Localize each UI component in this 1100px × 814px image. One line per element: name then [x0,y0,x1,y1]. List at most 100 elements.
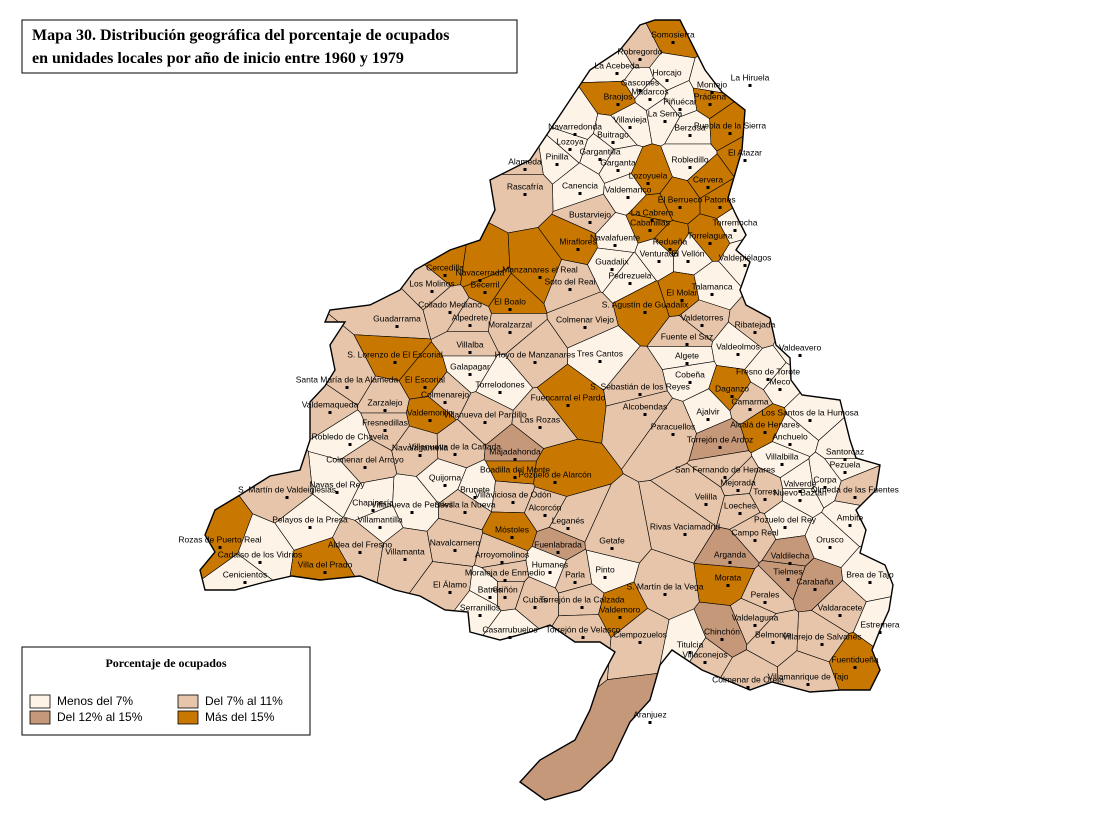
place-label: Daganzo [715,383,749,393]
place-marker [581,636,585,639]
place-marker [806,683,810,686]
place-label: Valdepiélagos [719,252,772,262]
place-marker [513,476,517,479]
place-marker [498,391,502,394]
place-marker [703,661,707,664]
place-label: Arganda [714,549,746,559]
place-label: Alameda [508,156,542,166]
place-marker [555,163,559,166]
place-label: Robledillo [671,154,709,164]
place-marker [378,526,382,529]
place-label: Ribatejada [735,319,776,329]
place-marker [393,361,397,364]
place-label: Valdemaqueda [302,399,359,409]
place-label: Cabanillas [630,217,670,227]
place-label: El Berrueco [658,194,703,204]
place-label: Nuevo Baztán [773,487,827,497]
place-marker [843,471,847,474]
place-marker [878,631,882,634]
place-label: Moraleja de Enmedio [465,567,546,577]
place-marker [728,132,732,135]
place-label: S. Martín de la Vega [626,581,703,591]
place-label: Chapinería [352,497,394,507]
place-marker [578,192,582,195]
place-marker [798,354,802,357]
place-label: Alpedrete [452,312,489,322]
place-label: Ambite [837,512,864,522]
place-label: Pedrezuela [608,270,651,280]
place-label: Villaviciosa de Odón [475,489,552,499]
place-label: Ciempozuelos [613,629,667,639]
title-line: Mapa 30. Distribución geográfica del por… [32,27,449,44]
legend-swatch [29,694,51,709]
place-marker [580,606,584,609]
place-marker [648,721,652,724]
municipality [493,672,742,800]
place-marker [688,166,692,169]
place-marker [638,89,642,92]
place-label: Batres [478,584,503,594]
place-label: Tielmes [773,566,802,576]
place-marker [523,193,527,196]
place-marker [500,561,504,564]
place-label: Móstoles [495,524,529,534]
place-label: Navarredonda [548,121,602,131]
place-marker [763,601,767,604]
place-marker [671,41,675,44]
place-label: Cervera [693,174,724,184]
place-label: Las Rozas [520,414,560,424]
place-marker [533,361,537,364]
place-label: Valdemoro [600,604,641,614]
place-marker [638,58,642,61]
place-label: Gargantilla [579,146,620,156]
place-marker [638,393,642,396]
place-marker [813,588,817,591]
place-label: Venturada [640,248,679,258]
place-marker [657,260,661,263]
place-marker [468,324,472,327]
place-marker [598,158,602,161]
place-label: Valverde [784,478,817,488]
place-marker [848,524,852,527]
place-label: Perales [751,589,780,599]
legend: Porcentaje de ocupados Menos del 7% Del 7… [21,646,311,736]
place-label: Fresnedillas [362,417,408,427]
place-label: Fuentidueña [831,654,879,664]
place-label: Villanueva del Pardillo [443,409,527,419]
place-marker [763,498,767,501]
place-label: Becerril [471,279,500,289]
place-marker [783,526,787,529]
place-marker [683,533,687,536]
place-marker [788,562,792,565]
place-marker [573,581,577,584]
place-label: Colmenar Viejo [556,314,614,324]
place-label: Buitrago [597,129,629,139]
place-marker [583,326,587,329]
place-marker [823,486,827,489]
place-marker [678,108,682,111]
place-marker [798,490,802,493]
place-label: Somosierra [651,29,695,39]
place-label: Torrejón de la Calzada [539,594,624,604]
place-marker [771,641,775,644]
place-label: Camarma [731,396,769,406]
place-marker [453,549,457,552]
place-marker [508,331,512,334]
title-frame [21,19,518,74]
place-label: El Vellón [671,248,704,258]
place-marker [733,229,737,232]
place-label: Garganta [600,157,636,167]
title-line: en unidades locales por año de inicio en… [32,50,404,67]
place-label: Villaconejos [682,649,727,659]
place-label: Valdelaguna [732,612,779,622]
place-label: Hoyo de Manzanares [495,349,576,359]
place-label: Paracuellos [651,421,695,431]
place-marker [628,282,632,285]
place-marker [828,546,832,549]
place-label: Casarrubuelos [482,624,537,634]
place-marker [618,616,622,619]
place-label: S. Sebastián de los Reyes [590,381,690,391]
place-label: Los Molinos [409,278,454,288]
legend-label: Menos del 7% [57,694,133,708]
place-label: Pelayos de la Presa [272,514,348,524]
